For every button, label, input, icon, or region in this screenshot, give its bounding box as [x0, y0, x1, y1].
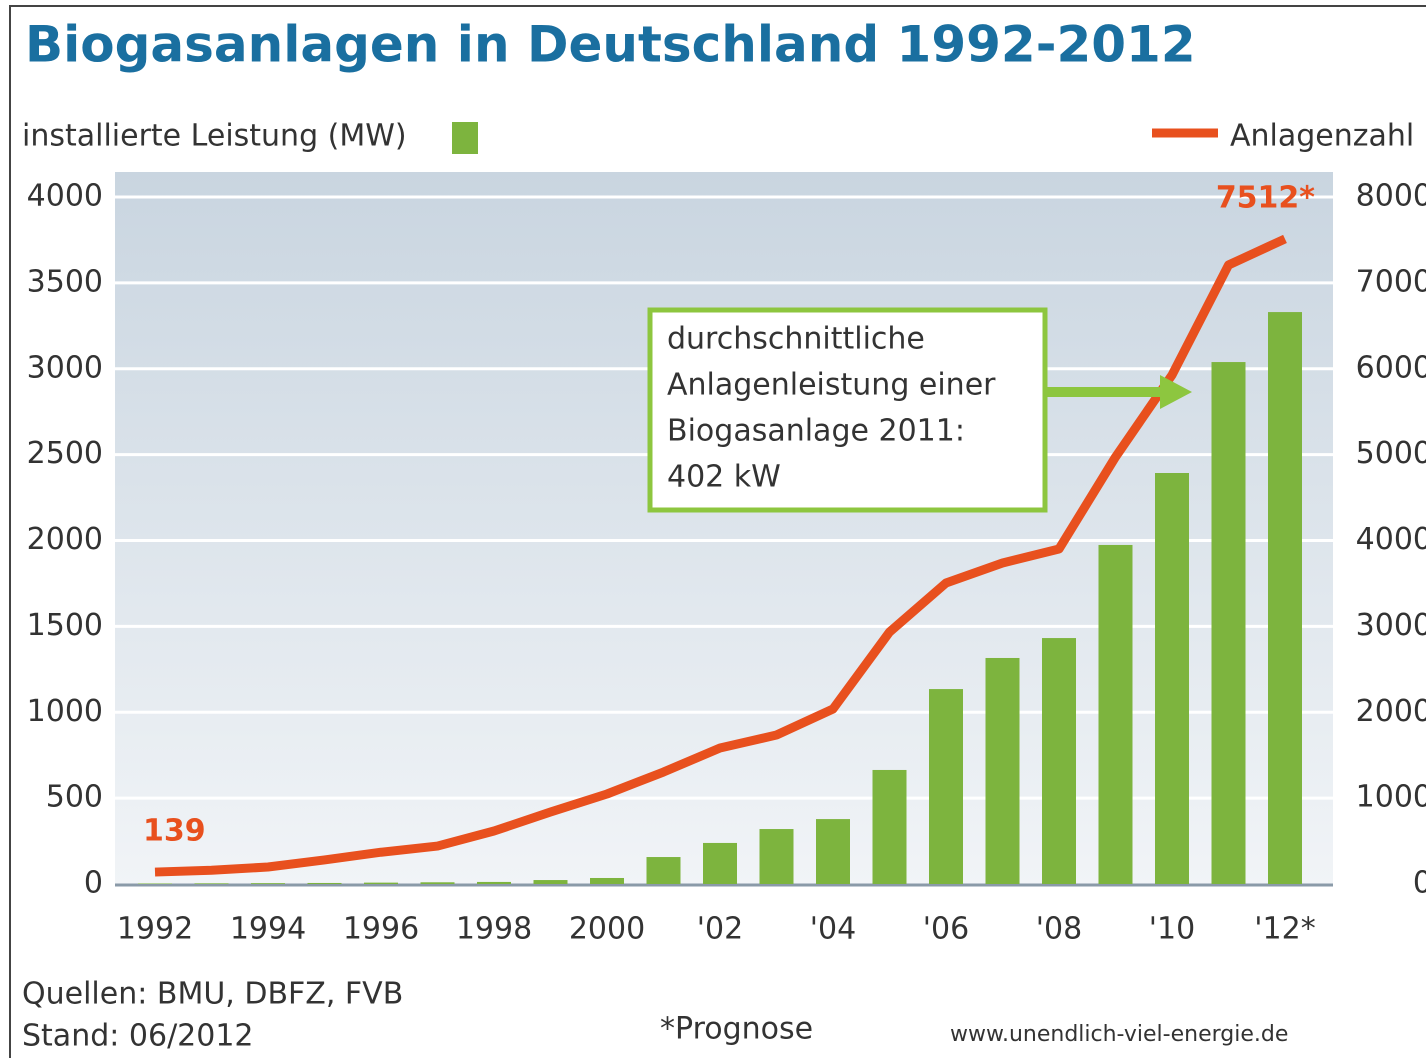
bar — [985, 657, 1020, 884]
bar — [816, 819, 850, 884]
line — [154, 234, 1287, 877]
annotation-arrow — [1160, 375, 1192, 409]
y-tick-label: 1000 — [27, 694, 103, 729]
annotation: durchschnittliche Anlagenleistung einer Bi… — [647, 307, 1192, 513]
data-label: 7512* — [1216, 180, 1315, 215]
annotation-text: Anlagenleistung einer — [667, 368, 996, 403]
x-tick-label: '02 — [697, 912, 743, 947]
annotation-text: durchschnittliche — [667, 322, 925, 357]
x-tick-label: '06 — [923, 912, 969, 947]
frame — [9, 5, 1426, 1058]
bar — [364, 882, 398, 884]
bar — [138, 883, 172, 884]
annotation-box — [647, 307, 1048, 513]
x-tick-label: 1998 — [456, 912, 532, 947]
y-tick-label: 3500 — [27, 264, 103, 299]
bar — [477, 881, 511, 884]
plot-area — [115, 172, 1333, 885]
data-label: 139 — [143, 814, 206, 849]
x-tick-label: '08 — [1036, 912, 1082, 947]
bar — [420, 882, 455, 884]
legend-label: Anlagenzahl — [1230, 119, 1414, 154]
bar — [307, 882, 342, 884]
bar — [1098, 544, 1133, 884]
y-tick-label: 2500 — [27, 436, 103, 471]
y-axis-label: installierte Leistung (MW) — [22, 119, 407, 154]
bar — [194, 883, 229, 884]
y-tick-label: 2000 — [27, 522, 103, 557]
y-tick-label: 3000 — [27, 350, 103, 385]
bar — [929, 689, 963, 884]
y-tick-label: 4000 — [27, 179, 103, 214]
x-tick-label: '10 — [1149, 912, 1195, 947]
y2-tick-label: 5000 — [1356, 436, 1426, 471]
bar — [590, 877, 624, 884]
y2-tick-label: 3000 — [1356, 608, 1426, 643]
x-tick-label: 1992 — [117, 912, 193, 947]
bar — [1042, 638, 1076, 884]
y2-tick-label: 6000 — [1356, 350, 1426, 385]
bar — [1268, 312, 1302, 884]
y2-tick-label: 0 — [1413, 866, 1426, 901]
bar — [1211, 362, 1246, 884]
y2-tick-label: 8000 — [1356, 179, 1426, 214]
y-tick-label: 0 — [84, 866, 103, 901]
x-tick-label: '12* — [1254, 912, 1315, 947]
y2-tick-label: 1000 — [1356, 780, 1426, 815]
legend-swatch — [452, 122, 478, 154]
sources: Quellen: BMU, DBFZ, FVB — [22, 977, 403, 1012]
annotation-text: 402 kW — [667, 460, 781, 495]
bar — [646, 857, 681, 884]
footnote: *Prognose — [660, 1012, 813, 1047]
y2-tick-label: 7000 — [1356, 264, 1426, 299]
y-tick-label: 1500 — [27, 608, 103, 643]
y2-tick-label: 2000 — [1356, 694, 1426, 729]
bar — [759, 829, 794, 884]
x-tick-label: 1996 — [343, 912, 419, 947]
bar — [251, 883, 285, 884]
date: Stand: 06/2012 — [22, 1019, 254, 1054]
bar — [872, 769, 907, 884]
bar — [533, 880, 568, 884]
bar — [703, 842, 737, 884]
url: www.unendlich-viel-energie.de — [950, 1022, 1288, 1047]
y2-tick-label: 4000 — [1356, 522, 1426, 557]
x-tick-label: 2000 — [569, 912, 645, 947]
annotation-text: Biogasanlage 2011: — [667, 414, 965, 449]
x-tick-label: 1994 — [230, 912, 306, 947]
bar — [1155, 473, 1189, 884]
chart-title: Biogasanlagen in Deutschland 1992-2012 — [25, 16, 1196, 74]
y-tick-label: 500 — [46, 780, 103, 815]
x-tick-label: '04 — [810, 912, 856, 947]
